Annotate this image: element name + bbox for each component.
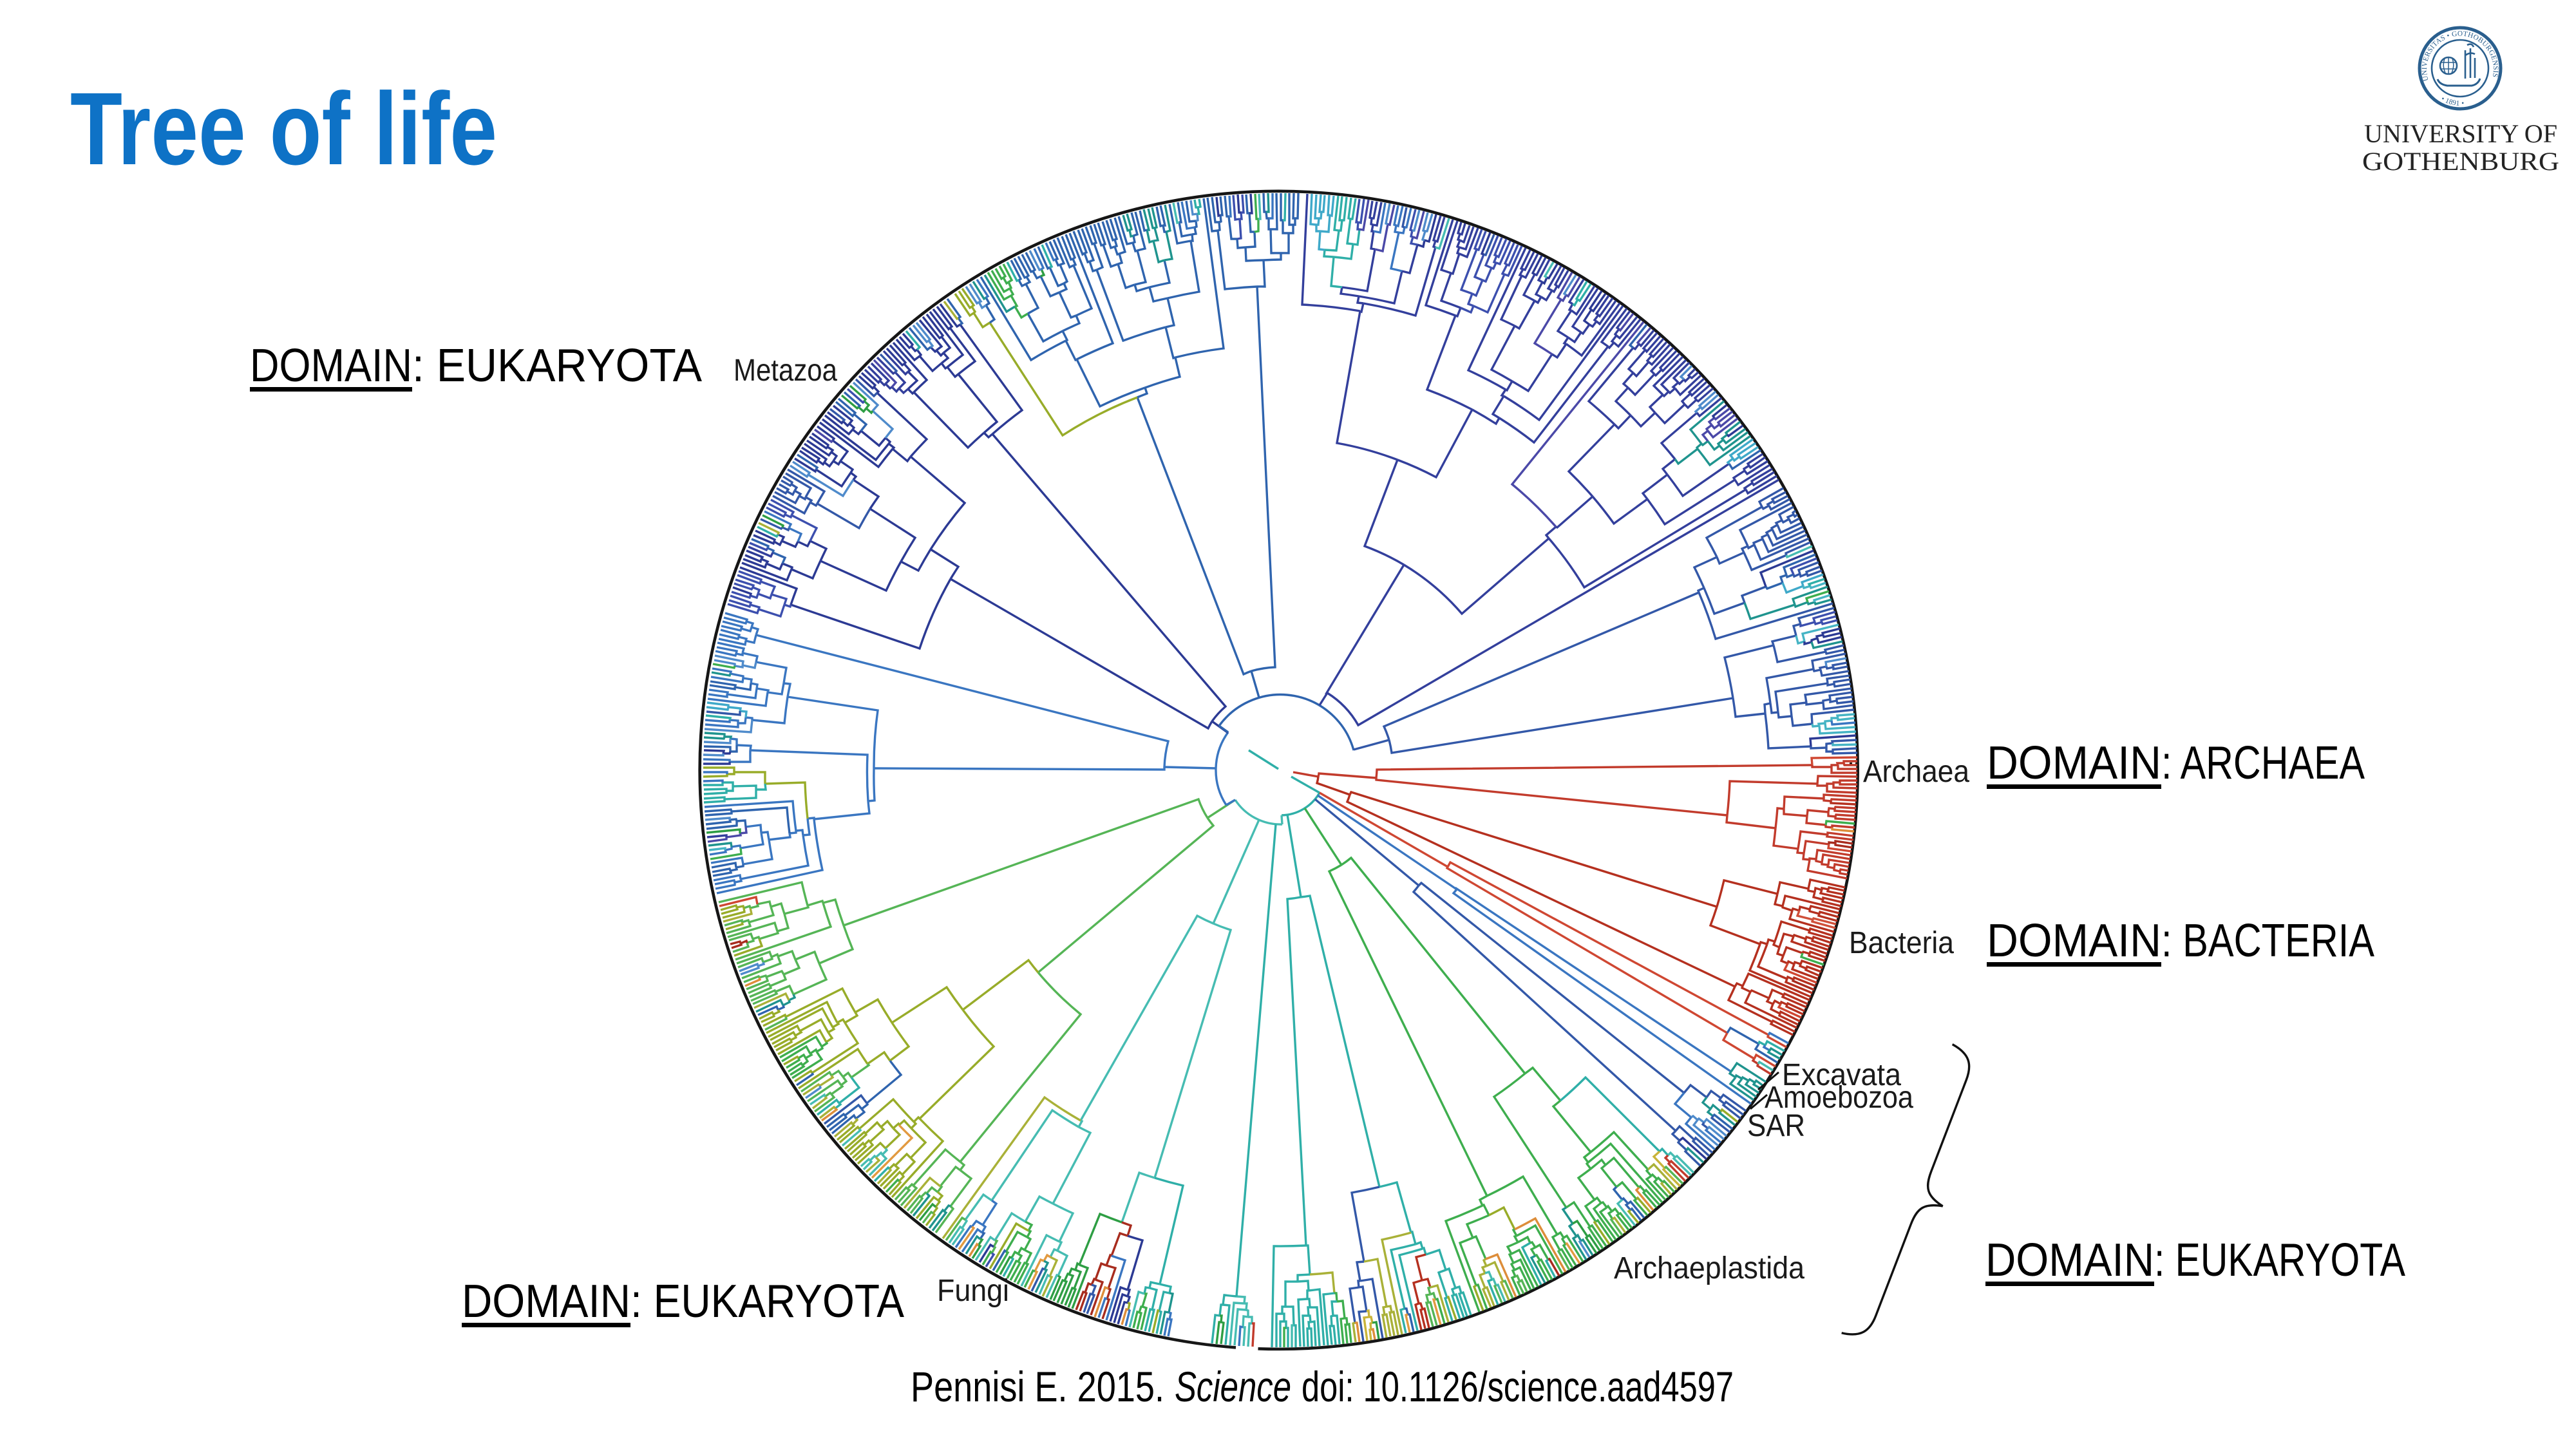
svg-text:Bacteria: Bacteria xyxy=(1849,926,1954,960)
svg-text:Metazoa: Metazoa xyxy=(734,354,837,388)
svg-text:DOMAIN: DOMAIN xyxy=(1987,915,2161,967)
svg-text:GOTHENBURG: GOTHENBURG xyxy=(2362,147,2559,176)
svg-text:: BACTERIA: : BACTERIA xyxy=(2161,915,2374,967)
svg-text:DOMAIN: DOMAIN xyxy=(1987,737,2161,789)
svg-text:Excavata: Excavata xyxy=(1782,1058,1901,1092)
svg-text:: EUKARYOTA: : EUKARYOTA xyxy=(630,1276,904,1327)
svg-text:Amoebozoa: Amoebozoa xyxy=(1765,1081,1913,1115)
svg-text:Tree of life: Tree of life xyxy=(70,71,497,186)
svg-text:: EUKARYOTA: : EUKARYOTA xyxy=(2154,1235,2405,1286)
svg-text:UNIVERSITY OF: UNIVERSITY OF xyxy=(2364,119,2557,148)
svg-text:DOMAIN: DOMAIN xyxy=(462,1276,630,1327)
svg-text:Fungi: Fungi xyxy=(937,1274,1009,1308)
svg-text:SAR: SAR xyxy=(1747,1109,1805,1143)
svg-text:: EUKARYOTA: : EUKARYOTA xyxy=(412,340,702,392)
svg-text:Archaea: Archaea xyxy=(1863,755,1969,789)
svg-text:Science: Science xyxy=(1175,1363,1291,1410)
svg-text:doi: 10.1126/science.aad4597: doi: 10.1126/science.aad4597 xyxy=(1302,1363,1734,1410)
svg-text:Pennisi E. 2015.: Pennisi E. 2015. xyxy=(911,1363,1164,1410)
svg-text:: ARCHAEA: : ARCHAEA xyxy=(2161,737,2365,789)
svg-text:DOMAIN: DOMAIN xyxy=(250,340,412,392)
svg-text:DOMAIN: DOMAIN xyxy=(1985,1235,2154,1286)
svg-text:Archaeplastida: Archaeplastida xyxy=(1614,1251,1804,1285)
